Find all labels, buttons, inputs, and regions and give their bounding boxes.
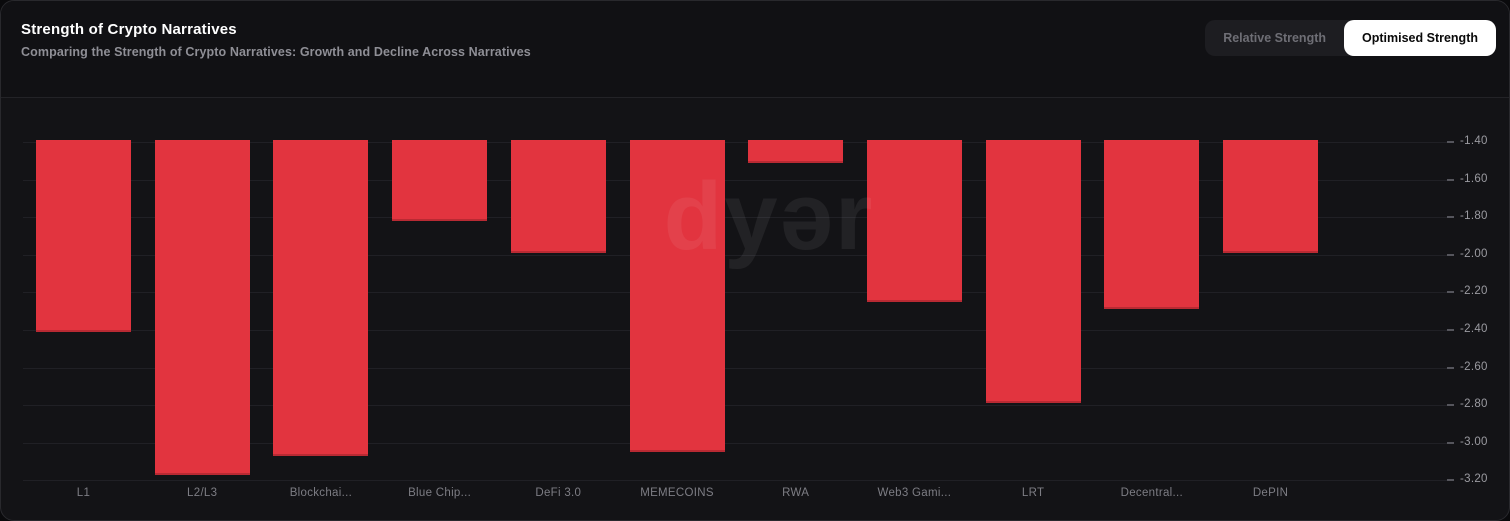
gridline <box>23 480 1454 482</box>
page-subtitle: Comparing the Strength of Crypto Narrati… <box>21 45 531 59</box>
y-tick-label: -2.20 <box>1460 285 1488 298</box>
gridline <box>23 217 1454 219</box>
x-axis-label: L1 <box>76 487 91 499</box>
y-tick-mark <box>1447 216 1454 219</box>
x-axis-label: Blockchai... <box>289 487 353 499</box>
x-axis-label: LRT <box>1021 487 1045 499</box>
gridline <box>23 442 1454 444</box>
x-axis-label: DePIN <box>1252 487 1289 499</box>
x-axis-label: Blue Chip... <box>408 487 472 499</box>
x-axis-label: DeFi 3.0 <box>535 487 582 499</box>
gridline <box>23 330 1454 331</box>
y-tick-label: -2.80 <box>1460 398 1488 411</box>
gridline <box>23 292 1454 294</box>
y-tick-mark <box>1447 366 1454 369</box>
bar-blockchai[interactable] <box>273 140 369 456</box>
y-tick-mark <box>1447 479 1454 482</box>
y-tick-mark <box>1447 291 1454 294</box>
bar-l2-l3[interactable] <box>154 140 250 475</box>
y-tick-label: -3.00 <box>1460 435 1488 448</box>
y-tick-mark <box>1447 178 1454 181</box>
bar-defi-3-0[interactable] <box>510 140 606 253</box>
gridline <box>23 405 1454 407</box>
gridline <box>23 367 1454 369</box>
bar-depin[interactable] <box>1223 140 1318 253</box>
y-tick-mark <box>1447 441 1454 444</box>
bar-l1[interactable] <box>36 140 131 332</box>
x-axis-label: Web3 Gami... <box>877 487 952 499</box>
card-header: Strength of Crypto Narratives Comparing … <box>1 1 1509 98</box>
y-tick-mark <box>1447 141 1454 143</box>
y-tick-label: -2.60 <box>1460 360 1488 373</box>
y-tick-label: -1.40 <box>1460 135 1488 147</box>
y-tick-mark <box>1447 404 1454 407</box>
gridline <box>23 179 1454 181</box>
strength-toggle: Relative Strength Optimised Strength <box>1205 20 1496 56</box>
bar-memecoins[interactable] <box>629 140 725 453</box>
bar-lrt[interactable] <box>985 140 1081 404</box>
y-tick-label: -1.60 <box>1460 172 1488 185</box>
bar-blue-chip[interactable] <box>392 140 488 221</box>
y-tick-mark <box>1447 253 1454 256</box>
gridline <box>23 254 1454 256</box>
x-axis-label: L2/L3 <box>187 487 218 499</box>
bar-decentral[interactable] <box>1104 140 1200 310</box>
toggle-relative-strength[interactable]: Relative Strength <box>1223 31 1327 45</box>
y-tick-label: -3.20 <box>1460 473 1488 486</box>
y-tick-mark <box>1447 329 1454 331</box>
gridline <box>23 142 1454 143</box>
y-tick-label: -1.80 <box>1460 210 1488 223</box>
y-tick-label: -2.40 <box>1460 323 1488 335</box>
page-title: Strength of Crypto Narratives <box>21 21 237 38</box>
toggle-optimised-strength[interactable]: Optimised Strength <box>1344 20 1496 56</box>
bar-web3-gami[interactable] <box>866 140 962 302</box>
bar-chart: -1.40 -1.60 -1.80 -2.00 -2.20 -2.40 -2.60 -2.80… <box>1 98 1509 520</box>
y-tick-label: -2.00 <box>1460 247 1488 260</box>
bar-rwa[interactable] <box>748 140 844 163</box>
x-axis-label: MEMECOINS <box>640 487 714 499</box>
x-axis-label: Decentral... <box>1120 487 1183 499</box>
x-axis-label: RWA <box>782 487 810 499</box>
